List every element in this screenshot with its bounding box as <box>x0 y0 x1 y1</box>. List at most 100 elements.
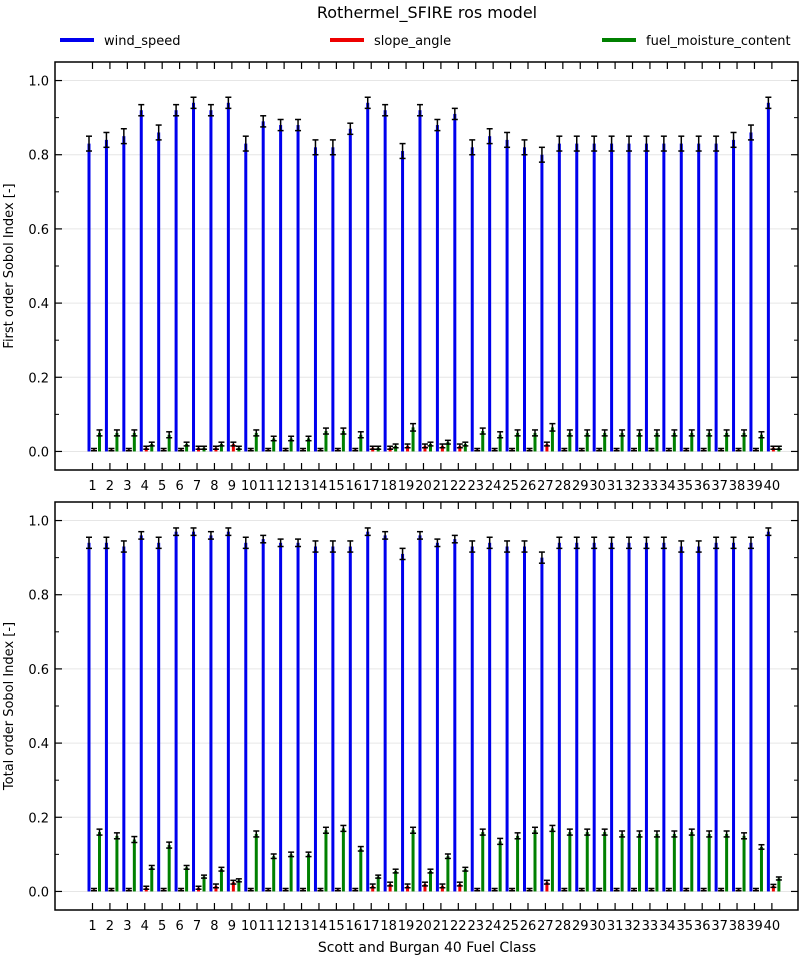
y-tick-label: 0.8 <box>28 589 49 604</box>
x-tick-label: 23 <box>467 919 484 934</box>
error-bar-slope_angle-40 <box>770 883 777 889</box>
bar-wind_speed-38 <box>732 139 736 452</box>
bar-fuel_moisture_content-4 <box>150 444 154 452</box>
error-bar-wind_speed-7 <box>190 96 197 110</box>
x-tick-label: 7 <box>193 479 201 494</box>
error-bar-fuel_moisture_content-31 <box>619 429 626 437</box>
bar-wind_speed-22 <box>453 539 457 892</box>
bar-slope_angle-22 <box>458 445 462 452</box>
error-bar-fuel_moisture_content-38 <box>741 832 748 840</box>
error-bar-wind_speed-28 <box>556 135 563 152</box>
error-bar-fuel_moisture_content-39 <box>758 843 765 850</box>
error-bar-fuel_moisture_content-23 <box>479 427 486 435</box>
error-bar-fuel_moisture_content-4 <box>148 441 155 447</box>
error-bar-wind_speed-11 <box>260 534 267 544</box>
error-bar-fuel_moisture_content-33 <box>653 830 660 838</box>
bar-wind_speed-29 <box>575 143 579 452</box>
x-tick-label: 16 <box>346 919 363 934</box>
error-bar-slope_angle-31 <box>613 447 620 452</box>
bar-fuel_moisture_content-4 <box>150 867 154 892</box>
error-bar-wind_speed-37 <box>713 135 720 152</box>
bar-fuel_moisture_content-23 <box>481 832 485 892</box>
x-tick-label: 17 <box>363 919 380 934</box>
bar-fuel_moisture_content-18 <box>394 871 398 892</box>
bar-wind_speed-5 <box>157 542 161 892</box>
bar-fuel_moisture_content-22 <box>463 869 467 892</box>
error-bar-fuel_moisture_content-25 <box>514 832 521 840</box>
error-bar-wind_speed-12 <box>277 538 284 548</box>
error-bar-fuel_moisture_content-1 <box>96 828 103 836</box>
error-bar-fuel_moisture_content-25 <box>514 429 521 437</box>
error-bar-wind_speed-33 <box>643 536 650 550</box>
error-bar-fuel_moisture_content-29 <box>584 828 591 836</box>
bar-fuel_moisture_content-8 <box>219 869 223 892</box>
error-bar-fuel_moisture_content-15 <box>340 824 347 833</box>
bar-fuel_moisture_content-1 <box>98 832 101 892</box>
x-tick-label: 33 <box>642 479 659 494</box>
bar-wind_speed-28 <box>557 143 561 452</box>
bar-fuel_moisture_content-30 <box>603 432 607 452</box>
error-bar-wind_speed-9 <box>225 527 232 537</box>
bar-fuel_moisture_content-15 <box>341 828 345 892</box>
bar-fuel_moisture_content-3 <box>132 839 136 892</box>
error-bar-slope_angle-12 <box>282 447 289 452</box>
x-tick-label: 39 <box>746 479 763 494</box>
x-tick-label: 8 <box>210 479 218 494</box>
bar-fuel_moisture_content-19 <box>411 830 415 892</box>
error-bar-wind_speed-4 <box>138 530 145 540</box>
bar-fuel_moisture_content-2 <box>115 432 119 452</box>
bar-wind_speed-1 <box>87 542 91 892</box>
error-bar-wind_speed-22 <box>451 534 458 544</box>
bar-wind_speed-7 <box>192 102 196 452</box>
error-bar-slope_angle-17 <box>369 445 376 450</box>
x-tick-label: 29 <box>572 919 589 934</box>
bar-wind_speed-25 <box>505 546 509 892</box>
error-bar-slope_angle-8 <box>212 883 219 889</box>
bar-fuel_moisture_content-14 <box>324 830 328 892</box>
error-bar-wind_speed-12 <box>277 118 284 132</box>
bar-fuel_moisture_content-31 <box>620 833 624 892</box>
error-bar-fuel_moisture_content-34 <box>671 830 678 838</box>
error-bar-fuel_moisture_content-10 <box>253 429 260 437</box>
error-bar-slope_angle-28 <box>561 447 568 452</box>
error-bar-slope_angle-29 <box>578 887 585 892</box>
x-tick-label: 40 <box>764 919 781 934</box>
error-bar-fuel_moisture_content-5 <box>166 841 173 849</box>
error-bar-fuel_moisture_content-4 <box>148 864 155 870</box>
bar-wind_speed-13 <box>296 542 300 892</box>
x-tick-label: 32 <box>624 479 641 494</box>
bar-fuel_moisture_content-13 <box>307 854 311 892</box>
error-bar-fuel_moisture_content-3 <box>131 835 138 844</box>
bar-slope_angle-21 <box>440 445 444 452</box>
error-bar-wind_speed-27 <box>538 551 545 564</box>
x-tick-label: 5 <box>158 479 166 494</box>
error-bar-wind_speed-2 <box>103 131 110 149</box>
x-tick-label: 27 <box>537 479 554 494</box>
error-bar-wind_speed-32 <box>626 135 633 152</box>
x-tick-label: 31 <box>607 919 624 934</box>
bar-wind_speed-2 <box>104 542 108 892</box>
bar-wind_speed-20 <box>418 535 422 892</box>
bar-fuel_moisture_content-2 <box>115 835 119 892</box>
error-bar-wind_speed-16 <box>347 540 354 553</box>
error-bar-fuel_moisture_content-22 <box>462 441 469 447</box>
error-bar-wind_speed-19 <box>399 547 406 561</box>
y-tick-label: 0.8 <box>28 149 49 164</box>
bar-wind_speed-14 <box>313 546 317 892</box>
error-bar-fuel_moisture_content-2 <box>113 429 120 437</box>
bar-fuel_moisture_content-31 <box>620 432 624 452</box>
error-bar-fuel_moisture_content-20 <box>427 441 434 447</box>
bar-slope_angle-21 <box>440 885 444 892</box>
x-tick-label: 24 <box>485 919 502 934</box>
error-bar-wind_speed-34 <box>660 536 667 550</box>
bar-wind_speed-21 <box>435 125 439 452</box>
x-tick-label: 9 <box>228 479 236 494</box>
x-tick-label: 25 <box>502 479 519 494</box>
error-bar-fuel_moisture_content-26 <box>532 429 538 437</box>
x-tick-label: 14 <box>311 919 328 934</box>
error-bar-wind_speed-7 <box>190 527 197 537</box>
error-bar-slope_angle-3 <box>125 887 132 892</box>
error-bar-slope_angle-1 <box>91 447 97 452</box>
x-tick-label: 39 <box>746 919 763 934</box>
error-bar-slope_angle-26 <box>526 447 533 452</box>
